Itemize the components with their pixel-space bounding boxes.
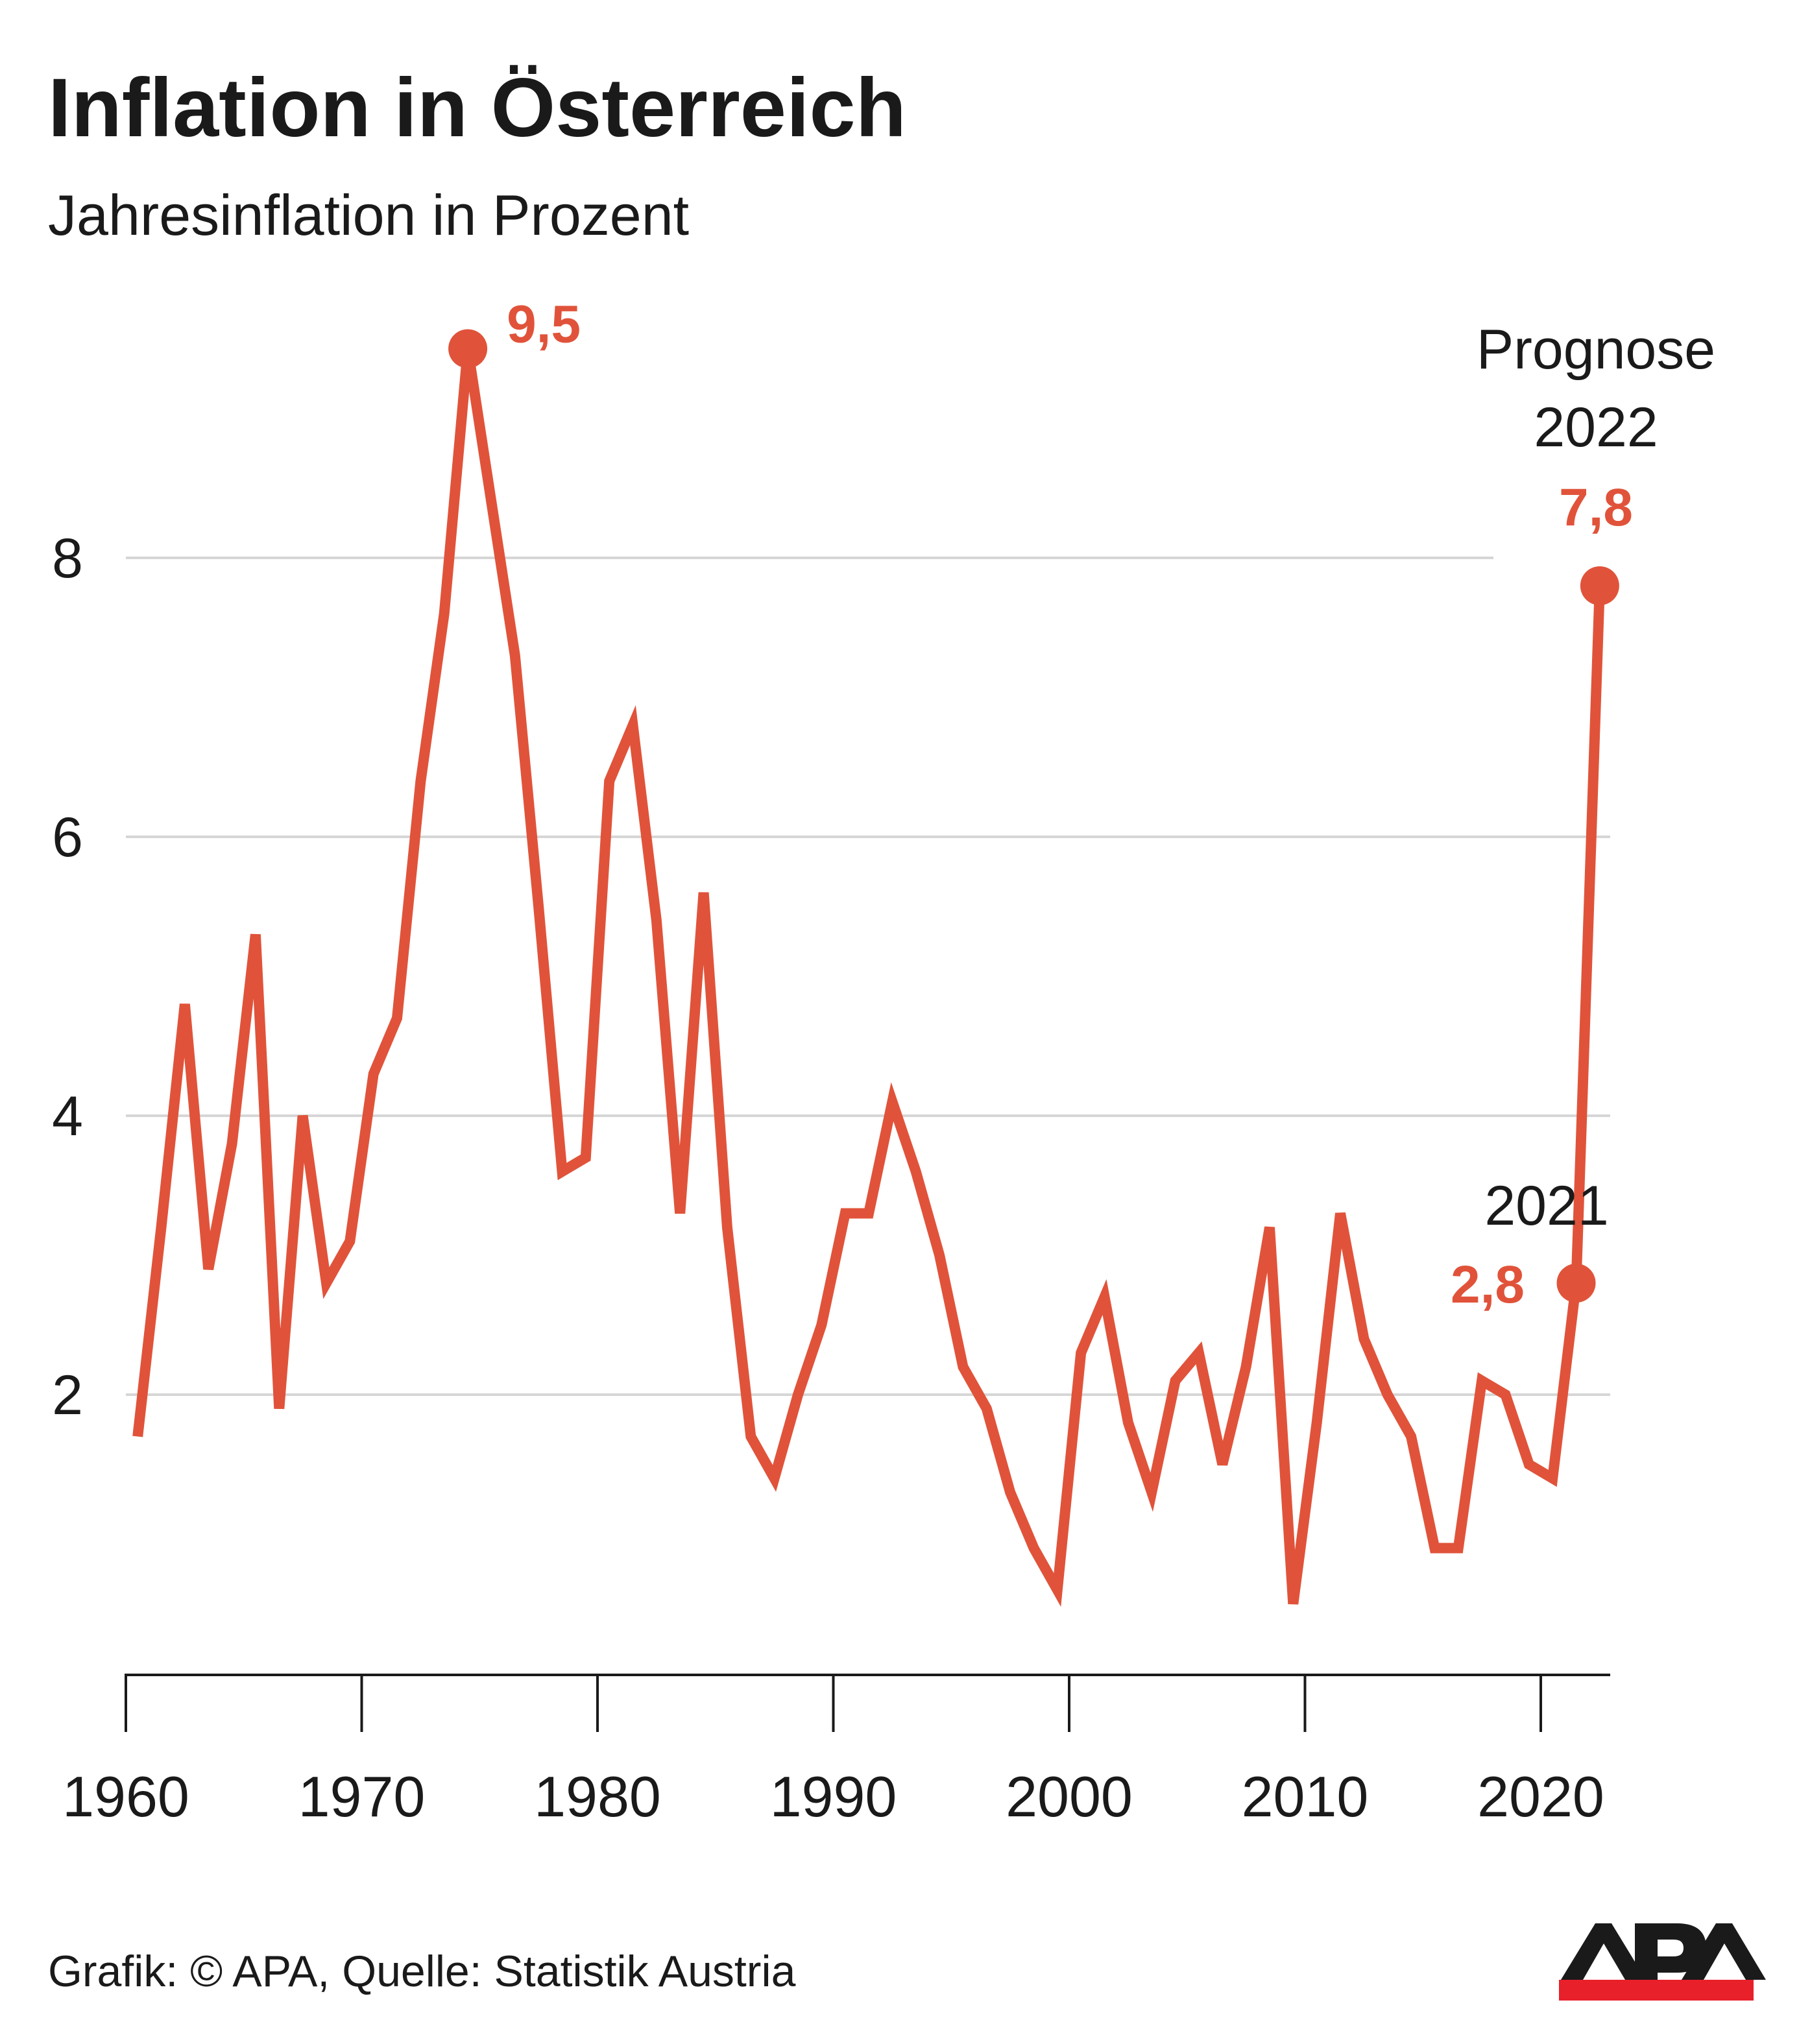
chart-subtitle: Jahresinflation in Prozent xyxy=(48,183,689,247)
apa-logo xyxy=(1559,1923,1766,2001)
footer-source: Grafik: © APA, Quelle: Statistik Austria xyxy=(48,1947,796,1996)
label-prognose: Prognose xyxy=(1477,319,1715,381)
x-tick-label: 2000 xyxy=(1006,1764,1133,1829)
data-point-marker xyxy=(448,329,488,368)
x-tick-label: 2020 xyxy=(1477,1764,1604,1829)
gridlines xyxy=(126,557,1610,1396)
y-axis: 2 4 6 8 xyxy=(52,527,83,1426)
x-tick-label: 1960 xyxy=(62,1764,189,1829)
chart-title: Inflation in Österreich xyxy=(48,62,906,154)
value-label-2021: 2,8 xyxy=(1451,1255,1525,1314)
y-tick-label: 2 xyxy=(52,1364,83,1426)
annotations: 9,5 2021 2,8 Prognose 2022 7,8 xyxy=(448,295,1715,1314)
label-2022: 2022 xyxy=(1534,396,1658,459)
y-tick-label: 8 xyxy=(52,527,83,590)
data-point-marker xyxy=(1556,1264,1596,1303)
y-tick-label: 4 xyxy=(52,1085,83,1148)
label-2021: 2021 xyxy=(1484,1175,1608,1237)
x-tick-label: 1970 xyxy=(298,1764,426,1829)
peak-value-label: 9,5 xyxy=(507,295,581,354)
data-point-marker xyxy=(1580,566,1619,605)
value-label-2022: 7,8 xyxy=(1559,478,1633,537)
x-axis: 1960 1970 1980 1990 2000 2010 2020 xyxy=(62,1674,1610,1829)
series-line xyxy=(132,348,1605,1607)
x-tick-label: 1990 xyxy=(770,1764,897,1829)
x-tick-label: 2010 xyxy=(1242,1764,1369,1829)
x-tick-label: 1980 xyxy=(534,1764,661,1829)
y-tick-label: 6 xyxy=(52,806,83,869)
